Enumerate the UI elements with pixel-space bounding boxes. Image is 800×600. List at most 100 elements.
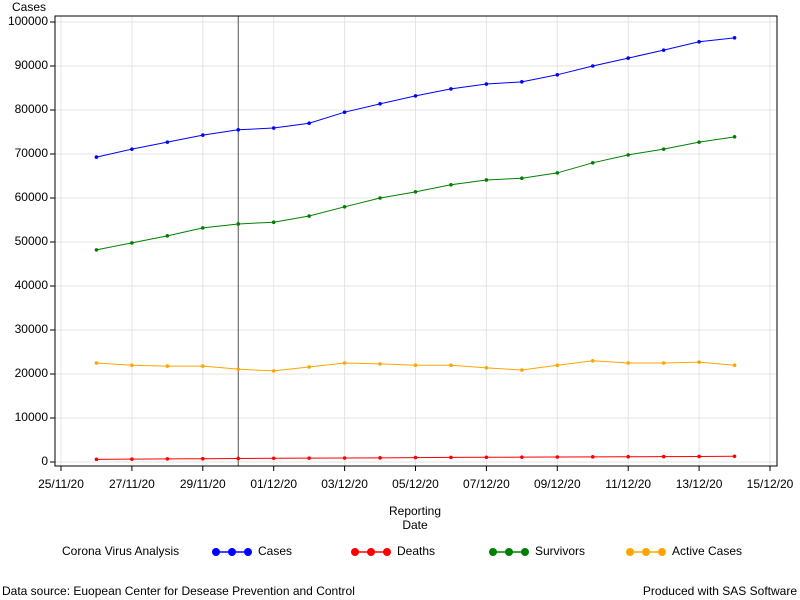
plot-frame (54, 15, 778, 467)
data-point (236, 456, 241, 461)
data-point (555, 363, 560, 368)
data-point (626, 454, 630, 459)
data-point (378, 196, 382, 200)
data-point (165, 457, 170, 461)
data-point (449, 87, 453, 91)
x-tick-label: 29/11/20 (180, 477, 226, 491)
data-point (661, 361, 666, 365)
legend-title: Corona Virus Analysis (62, 544, 179, 558)
x-tick-label: 13/12/20 (676, 477, 723, 491)
data-point (590, 455, 595, 459)
y-tick-label: 10000 (15, 410, 49, 424)
data-point (271, 456, 276, 461)
data-point (342, 110, 347, 114)
legend-marker (626, 548, 634, 556)
data-point (130, 241, 134, 245)
legend-marker (489, 548, 497, 556)
data-point (271, 220, 276, 224)
data-point (590, 161, 595, 165)
x-axis-label: Date (402, 518, 428, 532)
x-tick-label: 03/12/20 (321, 477, 368, 491)
y-axis-label: Cases (12, 0, 46, 14)
x-tick-label: 05/12/20 (392, 477, 439, 491)
data-point (271, 369, 276, 373)
legend-marker (244, 548, 252, 556)
x-tick-label: 27/11/20 (109, 477, 155, 491)
data-point (378, 102, 382, 106)
x-axis-label: Reporting (389, 504, 441, 518)
data-point (130, 363, 134, 368)
legend-marker (505, 548, 513, 556)
data-point (520, 80, 524, 84)
footnote: Produced with SAS Software (643, 584, 797, 598)
y-tick-label: 50000 (15, 234, 49, 248)
data-point (307, 456, 311, 460)
data-point (520, 176, 524, 180)
x-tick-label: 11/12/20 (605, 477, 651, 491)
y-tick-label: 90000 (15, 58, 49, 72)
data-point (732, 135, 737, 139)
data-point (661, 454, 666, 459)
legend-label: Survivors (535, 544, 585, 558)
data-point (484, 366, 489, 370)
y-tick-label: 70000 (15, 146, 49, 160)
data-point (130, 457, 134, 461)
data-point (236, 128, 241, 132)
data-point (307, 365, 311, 369)
data-point (165, 140, 170, 144)
data-point (626, 153, 630, 157)
data-point (697, 140, 701, 144)
data-point (732, 363, 737, 368)
data-point (413, 94, 418, 98)
y-tick-label: 20000 (15, 366, 49, 380)
data-point (555, 73, 560, 77)
data-point (555, 455, 560, 459)
legend-marker (351, 548, 359, 556)
data-point (520, 455, 524, 459)
legend-marker (521, 548, 529, 556)
data-point (307, 121, 311, 125)
data-point (484, 455, 489, 460)
data-point (201, 364, 205, 368)
x-tick-label: 01/12/20 (250, 477, 297, 491)
data-point (661, 48, 666, 52)
data-point (661, 147, 666, 151)
legend-label: Deaths (397, 544, 435, 558)
data-point (413, 363, 418, 368)
data-point (413, 190, 418, 194)
data-point (94, 361, 99, 365)
x-tick-label: 15/12/20 (747, 477, 794, 491)
y-tick-label: 100000 (8, 14, 48, 28)
data-point (342, 361, 347, 365)
x-tick-label: 09/12/20 (534, 477, 581, 491)
data-point (697, 40, 701, 44)
data-point (201, 133, 205, 137)
x-tick-label: 25/11/20 (38, 477, 84, 491)
data-point (236, 222, 241, 226)
data-point (307, 214, 311, 218)
data-point (94, 457, 99, 462)
data-point (484, 178, 489, 182)
data-point (449, 455, 453, 460)
data-point (236, 367, 241, 371)
data-point (590, 64, 595, 68)
footnote: Data source: Euopean Center for Desease … (2, 584, 355, 598)
data-point (94, 155, 99, 159)
data-point (520, 368, 524, 372)
data-point (271, 126, 276, 130)
legend-marker (383, 548, 391, 556)
data-point (94, 248, 99, 252)
legend-marker (658, 548, 666, 556)
data-point (342, 456, 347, 460)
y-tick-label: 60000 (15, 190, 49, 204)
y-tick-label: 40000 (15, 278, 49, 292)
data-point (449, 363, 453, 368)
data-point (590, 359, 595, 363)
data-point (165, 234, 170, 238)
data-point (626, 361, 630, 365)
data-point (201, 226, 205, 230)
data-point (378, 362, 382, 366)
data-point (342, 205, 347, 209)
data-point (165, 364, 170, 368)
